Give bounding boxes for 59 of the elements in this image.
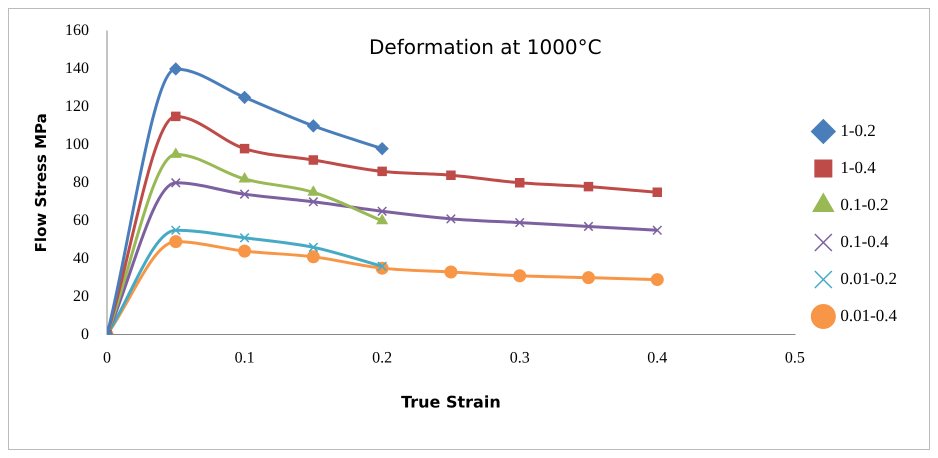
y-tick-label: 20 — [73, 288, 89, 305]
legend-label: 0.01-0.2 — [840, 268, 898, 288]
x-tick-label: 0.2 — [372, 349, 392, 366]
point — [446, 170, 456, 180]
point — [306, 119, 320, 132]
point — [513, 269, 526, 282]
point — [650, 273, 664, 286]
point — [306, 250, 320, 264]
y-tick-label: 0 — [81, 326, 89, 343]
point — [446, 214, 456, 224]
point — [238, 172, 250, 183]
x-tick-label: 0 — [103, 349, 111, 366]
x-axis-title: True Strain — [401, 392, 501, 412]
point — [238, 90, 252, 104]
legend-label: 0.1-0.4 — [840, 232, 889, 251]
y-tick-label: 160 — [65, 22, 89, 40]
point — [170, 225, 181, 236]
point — [652, 188, 662, 198]
point — [376, 142, 389, 156]
point — [444, 265, 458, 278]
x-tick-label: 0.5 — [784, 349, 805, 366]
point — [377, 166, 387, 176]
point — [514, 218, 525, 228]
y-tick-label: 80 — [73, 174, 89, 192]
x-tick-label: 0.4 — [647, 349, 668, 366]
point — [171, 112, 181, 122]
y-tick-label: 100 — [65, 136, 89, 154]
point — [169, 235, 182, 248]
y-tick-label: 140 — [65, 60, 89, 78]
point — [238, 244, 252, 258]
point — [583, 221, 594, 232]
point — [308, 242, 318, 252]
y-tick-label: 120 — [65, 98, 89, 116]
point — [169, 62, 182, 76]
y-tick-label: 60 — [73, 212, 89, 229]
point — [308, 155, 318, 165]
point — [376, 214, 388, 224]
point — [240, 232, 250, 243]
y-axis-title: Flow Stress MPa — [32, 113, 50, 252]
x-tick-label: 0.3 — [510, 349, 530, 366]
legend-label: 1-0.2 — [840, 120, 876, 140]
point — [377, 261, 388, 272]
point — [308, 186, 320, 196]
point — [652, 225, 662, 236]
legend-label: 1-0.4 — [840, 158, 876, 177]
point — [582, 271, 595, 284]
x-tick-label: 0.1 — [234, 349, 255, 366]
point — [308, 196, 318, 207]
point — [170, 148, 182, 158]
point — [170, 178, 181, 188]
legend-label: 0.1-0.2 — [840, 194, 889, 214]
chart-title: Deformation at 1000°C — [369, 35, 602, 60]
point — [240, 189, 250, 200]
legend-label: 0.01-0.4 — [840, 306, 898, 325]
point — [377, 206, 388, 216]
point — [584, 182, 594, 192]
y-tick-label: 40 — [73, 250, 89, 267]
point — [514, 178, 524, 188]
point — [240, 144, 250, 154]
